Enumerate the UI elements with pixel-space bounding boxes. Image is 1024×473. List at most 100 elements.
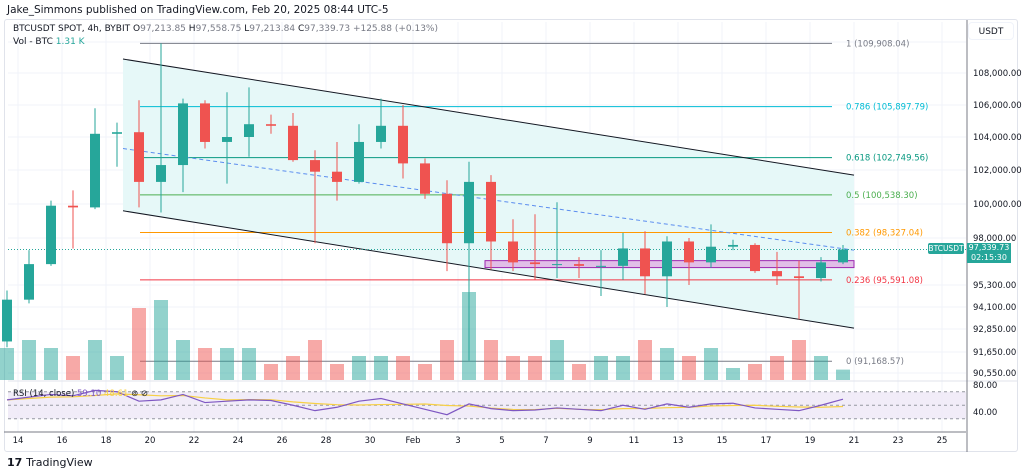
candle-body [618, 248, 628, 266]
publisher-line: Jake_Simmons published on TradingView.co… [7, 4, 389, 16]
time-tick: 14 [13, 436, 24, 446]
time-tick: 5 [499, 436, 504, 446]
volume-value: 1.31 K [55, 37, 85, 47]
hide-icon[interactable]: ⊘ [140, 389, 149, 399]
fib-level-label: 0 (91,168.57) [846, 357, 904, 367]
time-tick: 25 [937, 436, 948, 446]
volume-bar [88, 340, 102, 380]
rsi-ma-value: 48.61 [104, 389, 129, 399]
volume-bar [198, 348, 212, 380]
low-value: 97,213.84 [249, 24, 296, 34]
volume-bar [814, 356, 828, 380]
volume-bar [220, 348, 234, 380]
symbol-legend: BTCUSDT SPOT, 4h, BYBIT O97,213.85 H97,5… [13, 24, 438, 34]
open-value: 97,213.85 [140, 24, 186, 34]
candle-body [772, 271, 782, 277]
candle-body [464, 181, 474, 244]
eye-icon[interactable]: ⊚ [131, 389, 139, 399]
price-tick: 104,000.00 [973, 133, 1022, 143]
volume-bar [44, 348, 58, 380]
time-tick: 3 [455, 436, 460, 446]
volume-bar [396, 356, 410, 380]
volume-bar [132, 308, 146, 380]
time-tick: 17 [761, 436, 772, 446]
price-tick: 95,300.00 [973, 281, 1016, 291]
volume-bar [154, 300, 168, 380]
volume-bar [330, 364, 344, 380]
volume-bar [484, 340, 498, 380]
chart-frame [4, 19, 1018, 452]
volume-bar [594, 356, 608, 380]
candle-body [68, 205, 78, 208]
fib-level-label: 0.5 (100,538.30) [846, 191, 918, 201]
candle-body [442, 193, 452, 244]
candle-body [332, 171, 342, 182]
candle-body [46, 205, 56, 265]
volume-bar [110, 356, 124, 380]
price-tick: 98,000.00 [973, 234, 1016, 244]
fib-level-label: 1 (109,908.04) [846, 39, 909, 49]
candle-body [508, 241, 518, 263]
channel-upper-line [122, 58, 855, 176]
rsi-label[interactable]: RSI (14, close) [13, 389, 75, 399]
volume-bar [704, 348, 718, 380]
volume-bar [792, 340, 806, 380]
candle-body [596, 265, 606, 267]
time-tick: Feb [405, 436, 420, 446]
time-tick: 22 [189, 436, 200, 446]
time-tick: 16 [57, 436, 68, 446]
candle-body [728, 244, 738, 247]
candle-body [24, 264, 34, 300]
rsi-value: 59.10 [76, 389, 102, 399]
volume-legend: Vol - BTC 1.31 K [13, 37, 85, 47]
close-value: 97,339.73 [304, 24, 351, 34]
volume-bar [616, 356, 630, 380]
fib-level-label: 0.382 (98,327.04) [846, 228, 923, 238]
candle-body [640, 248, 650, 277]
time-tick: 9 [587, 436, 592, 446]
last-price-label: 97,339.73 02:15:30 [967, 243, 1011, 263]
candle-body [662, 241, 672, 277]
volume-bar [726, 368, 740, 380]
candle-body [574, 264, 584, 266]
price-tick: 94,100.00 [973, 303, 1016, 313]
channel-lower-line [122, 210, 855, 329]
volume-bar [22, 340, 36, 380]
currency-button[interactable]: USDT [968, 22, 1014, 40]
volume-bar [308, 340, 322, 380]
time-tick: 28 [321, 436, 332, 446]
bar-countdown: 02:15:30 [971, 253, 1007, 262]
candle-body [156, 165, 166, 182]
candle-body [310, 160, 320, 172]
candle-body [376, 125, 386, 142]
volume-bar [440, 340, 454, 380]
price-tick: 100,000.00 [973, 200, 1022, 210]
candle-body [244, 124, 254, 137]
change-value: +125.88 (+0.13%) [352, 24, 438, 34]
price-tick: 92,850.00 [973, 325, 1016, 335]
fib-level-label: 0.786 (105,897.79) [846, 103, 928, 113]
candle-body [552, 264, 562, 266]
candle-body [398, 125, 408, 164]
volume-bar [66, 356, 80, 380]
tradingview-logo[interactable]: 17 TradingView [7, 456, 93, 469]
candle-body [90, 133, 100, 208]
candle-body [288, 125, 298, 161]
symbol-label[interactable]: BTCUSDT SPOT, 4h, BYBIT [13, 24, 131, 34]
tv-logo-icon: 17 [7, 456, 23, 469]
time-tick: 19 [805, 436, 816, 446]
candle-body [530, 262, 540, 265]
candle-body [266, 124, 276, 126]
volume-bar [264, 364, 278, 380]
volume-bar [0, 348, 14, 380]
volume-bar [638, 340, 652, 380]
time-tick: 20 [145, 436, 156, 446]
volume-bar [242, 348, 256, 380]
candle-body [706, 246, 716, 263]
rsi-tick: 40.00 [973, 408, 997, 418]
volume-label: Vol - BTC [13, 37, 53, 47]
candle-body [134, 132, 144, 182]
time-tick: 7 [543, 436, 548, 446]
volume-bar [418, 364, 432, 380]
